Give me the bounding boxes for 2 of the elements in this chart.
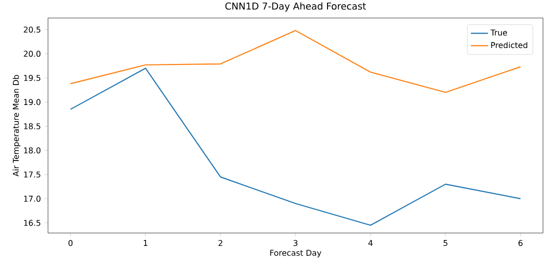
chart-title: CNN1D 7-Day Ahead Forecast — [225, 2, 366, 12]
line-series — [70, 68, 522, 226]
